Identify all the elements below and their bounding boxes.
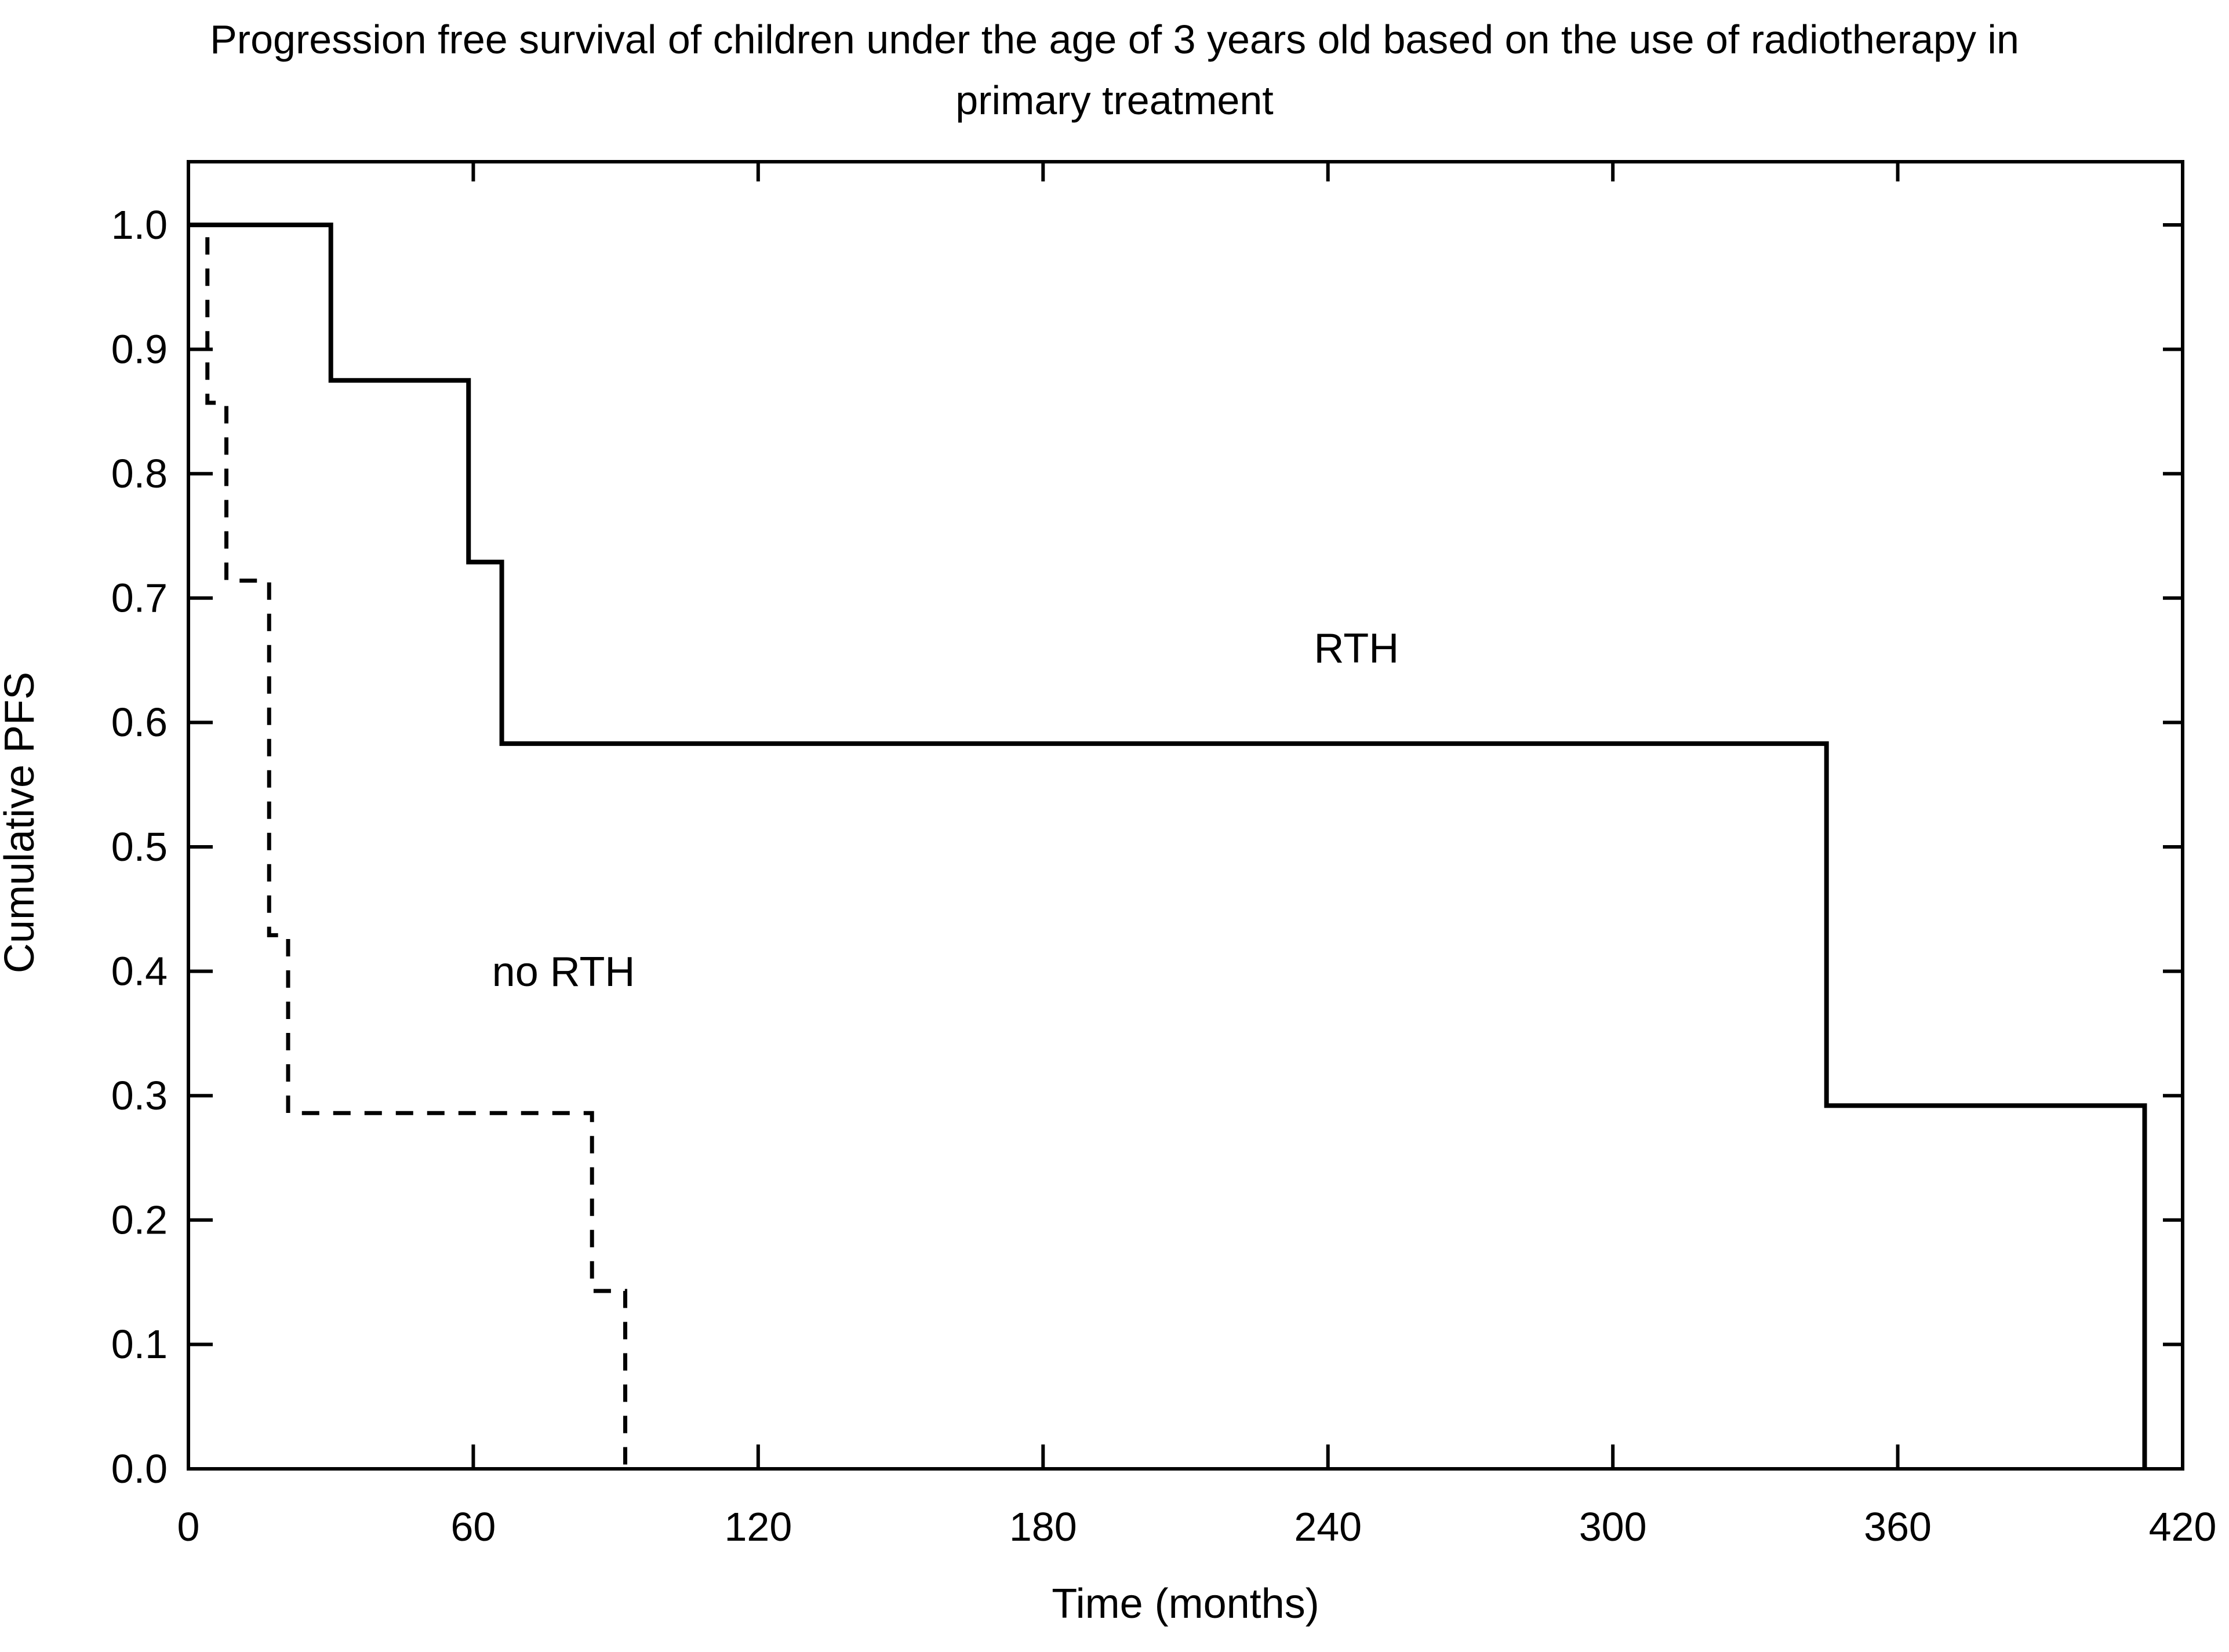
x-axis-tick-label: 420 [2149, 1504, 2217, 1549]
y-axis-tick-label: 0.8 [111, 451, 168, 496]
x-axis-tick-label: 240 [1294, 1504, 1362, 1549]
y-axis-tick-label: 0.7 [111, 576, 168, 621]
annotation-rth: RTH [1314, 625, 1399, 672]
y-axis-tick-label: 0.0 [111, 1446, 168, 1491]
y-axis-tick-label: 1.0 [111, 202, 168, 248]
x-axis-tick-label: 120 [724, 1504, 792, 1549]
y-axis-tick-label: 0.9 [111, 326, 168, 372]
curve-no-rth [188, 223, 628, 1469]
page-title: Progression free survival of children un… [0, 9, 2229, 131]
curve-rth [188, 223, 2147, 1469]
x-axis-tick-label: 360 [1864, 1504, 1932, 1549]
annotation-no-rth: no RTH [492, 949, 635, 995]
y-axis-tick-label: 0.6 [111, 700, 168, 745]
x-axis-title: Time (months) [1052, 1581, 1319, 1627]
x-axis-tick-label: 180 [1009, 1504, 1077, 1549]
title-line-1: Progression free survival of children un… [210, 17, 2019, 62]
plot-frame [187, 160, 2184, 1471]
x-axis-tick-label: 300 [1579, 1504, 1647, 1549]
y-axis-tick-label: 0.2 [111, 1198, 168, 1243]
y-axis-tick-label: 0.5 [111, 824, 168, 869]
title-line-2: primary treatment [955, 78, 1274, 123]
x-axis-tick-label: 0 [177, 1504, 200, 1549]
y-axis-tick-label: 0.4 [111, 948, 168, 994]
x-axis-tick-label: 60 [450, 1504, 496, 1549]
y-axis-tick-label: 0.1 [111, 1322, 168, 1367]
y-axis-tick-label: 0.3 [111, 1073, 168, 1118]
